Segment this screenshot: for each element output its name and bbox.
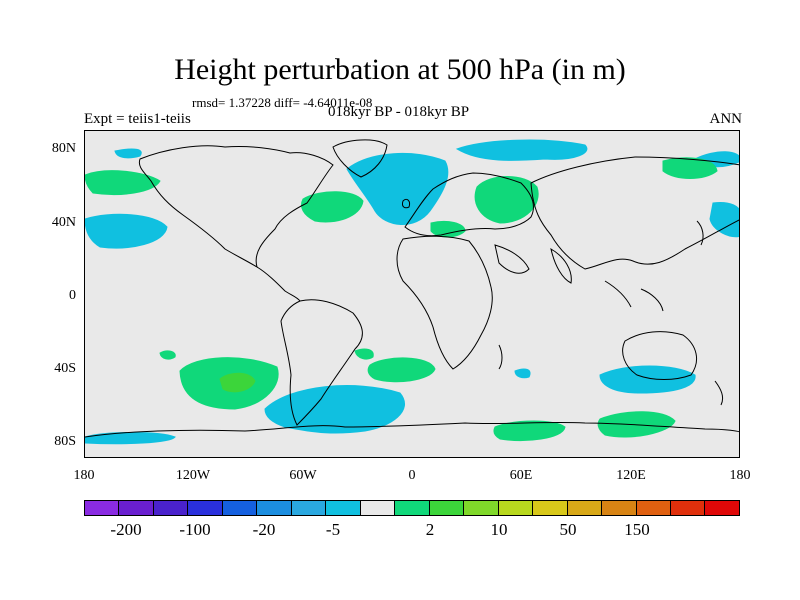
colorbar-label-50: 50 (559, 520, 577, 539)
lat-label-40s: 40S (54, 361, 76, 376)
lon-label-180e: 180 (729, 468, 751, 483)
colorbar-label-neg200: -200 (110, 520, 142, 539)
positive-region-north-pacific (85, 170, 161, 195)
colorbar-swatch (533, 501, 568, 515)
world-map (85, 139, 739, 445)
positive-region-small-south (354, 348, 374, 360)
coast-japan (696, 220, 704, 246)
coast-central-america (256, 266, 301, 302)
coast-north-america (138, 145, 334, 269)
season-label: ANN (709, 111, 743, 127)
colorbar-label-150: 150 (624, 520, 650, 539)
positive-region-labrador (301, 191, 364, 223)
experiment-label: Expt = teiis1-teiis (84, 111, 191, 127)
coast-british-isles (402, 198, 410, 209)
lon-label-120e: 120E (616, 468, 646, 483)
negative-region-australia-south (599, 365, 696, 394)
coast-greenland (332, 139, 388, 178)
colorbar-label-2: 2 (425, 520, 435, 539)
negative-region-barents (455, 139, 588, 161)
coast-new-zealand (714, 380, 724, 406)
strong-positive-anomaly (219, 372, 256, 393)
colorbar-label-neg20: -20 (252, 520, 276, 539)
colorbar-swatch (360, 501, 396, 515)
negative-region-north-atlantic (346, 153, 449, 225)
lon-label-120w: 120W (175, 468, 211, 483)
lon-label-180w: 180 (73, 468, 95, 483)
coast-australia (622, 331, 698, 380)
colorbar-swatch (429, 501, 465, 515)
lat-label-80n: 80N (51, 141, 76, 156)
colorbar-swatch (670, 501, 706, 515)
coast-antarctica (85, 421, 739, 438)
lat-label-80s: 80S (54, 434, 76, 449)
colorbar-swatch (222, 501, 258, 515)
negative-region-indian-sm (514, 368, 531, 379)
colorbar-swatch (188, 501, 223, 515)
coast-africa (396, 235, 493, 370)
positive-region-pacific-tiny (159, 350, 176, 360)
positive-region-southern-indian (493, 420, 566, 441)
colorbar-label-10: 10 (490, 520, 508, 539)
colorbar-swatch (464, 501, 499, 515)
negative-region-pacific-ne (85, 213, 168, 249)
map-panel (84, 130, 740, 458)
colorbar-swatch (602, 501, 637, 515)
coast-southeast-asia (604, 280, 664, 312)
colorbar (84, 500, 740, 516)
subtitle: 018kyr BP - 018kyr BP (328, 104, 470, 120)
colorbar-swatch (395, 501, 430, 515)
stats-text: rmsd= 1.37228 diff= -4.64011e-08 (192, 95, 373, 110)
positive-region-siberia (474, 176, 539, 224)
colorbar-swatch (567, 501, 603, 515)
colorbar-label-neg100: -100 (179, 520, 211, 539)
colorbar-swatch (257, 501, 292, 515)
lat-label-0: 0 (69, 288, 76, 303)
colorbar-swatch (705, 501, 739, 515)
colorbar-swatch (326, 501, 361, 515)
lon-label-60w: 60W (289, 468, 317, 483)
colorbar-swatch (291, 501, 327, 515)
coast-madagascar (498, 344, 503, 370)
strong-positive-center (219, 372, 256, 393)
coast-south-america (280, 299, 363, 426)
colorbar-swatch (119, 501, 154, 515)
negative-region-south-pacific (85, 432, 176, 445)
positive-region-south-atlantic (367, 357, 436, 383)
coast-europe (404, 172, 534, 237)
colorbar-swatch (85, 501, 120, 515)
lat-label-40n: 40N (51, 215, 76, 230)
negative-anomaly-regions (85, 139, 739, 445)
coast-asia (530, 156, 739, 270)
coastlines (85, 139, 739, 438)
colorbar-label-neg5: -5 (325, 520, 341, 539)
lon-label-0: 0 (408, 468, 416, 483)
coast-arabia-india (494, 244, 572, 284)
lon-label-60e: 60E (509, 468, 533, 483)
positive-region-east-asia (662, 157, 718, 179)
colorbar-swatch (153, 501, 189, 515)
positive-region-mediterranean (430, 220, 466, 238)
colorbar-swatch (498, 501, 534, 515)
negative-region-pacific-nw (709, 202, 739, 238)
plot-title: Height perturbation at 500 hPa (in m) (174, 53, 626, 86)
negative-region-arctic (114, 148, 142, 159)
colorbar-swatch (636, 501, 671, 515)
